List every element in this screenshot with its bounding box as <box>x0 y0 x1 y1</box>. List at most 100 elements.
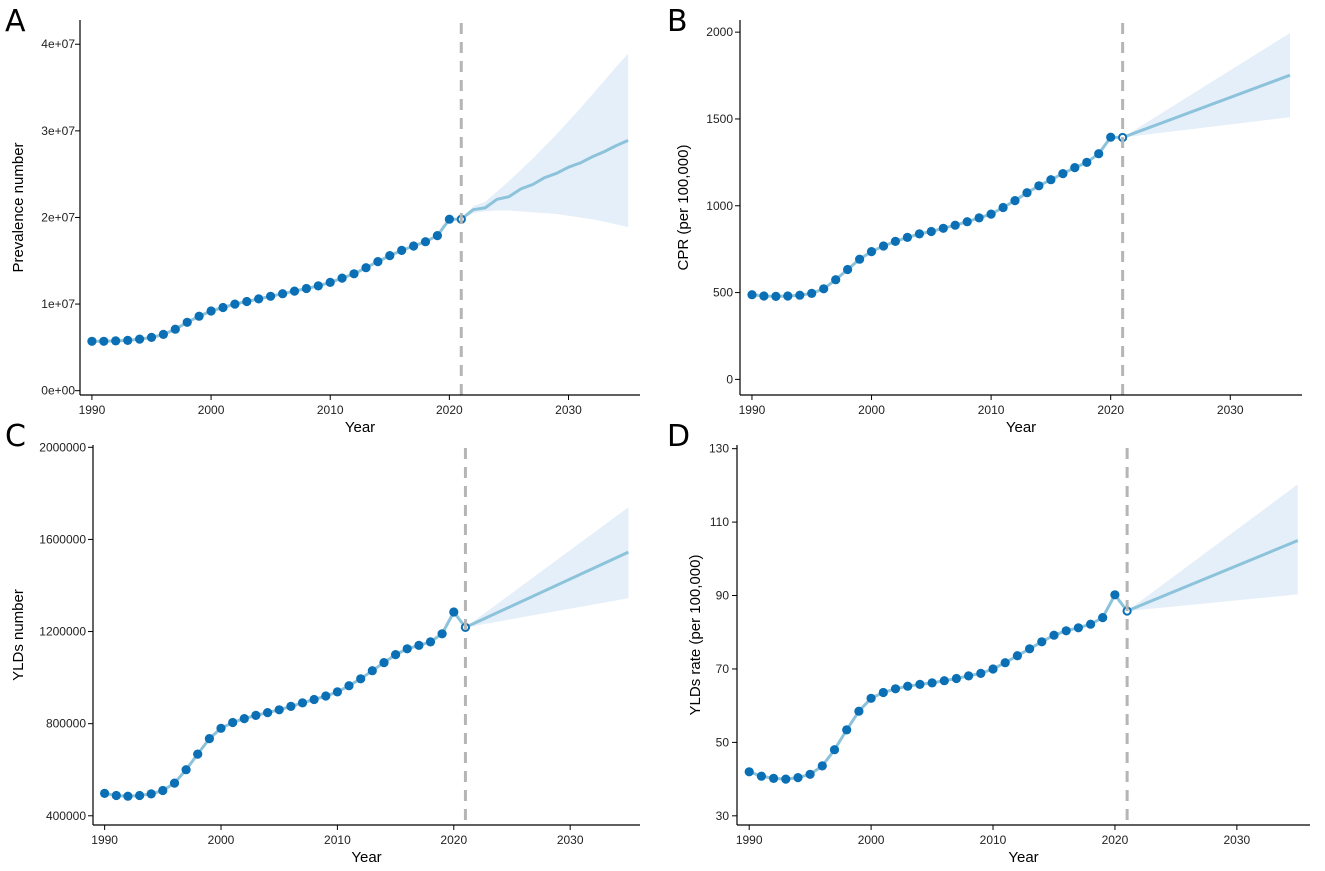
data-point-d-2017 <box>1073 623 1083 633</box>
x-tick-label-d-1990: 1990 <box>736 833 763 847</box>
y-axis-title-c: YLDs number <box>10 589 27 681</box>
data-point-a-1998 <box>182 317 192 327</box>
data-point-d-1990 <box>744 767 754 777</box>
x-tick-label-d-2000: 2000 <box>858 833 885 847</box>
panel-letter-c: C <box>5 419 26 454</box>
data-point-d-2018 <box>1086 619 1096 629</box>
x-tick-label-d-2010: 2010 <box>980 833 1007 847</box>
x-tick-label-b-2000: 2000 <box>858 403 885 417</box>
x-tick-label-b-1990: 1990 <box>739 403 766 417</box>
y-axis-title-a: Prevalence number <box>10 142 27 272</box>
x-tick-label-c-2000: 2000 <box>208 833 235 847</box>
data-point-a-1997 <box>170 324 180 334</box>
data-point-a-2020 <box>444 214 454 224</box>
data-point-d-1993 <box>781 774 791 784</box>
data-point-c-2009 <box>321 691 331 701</box>
data-point-d-2019 <box>1098 613 1108 623</box>
y-tick-label-c-1: 800000 <box>46 717 86 731</box>
data-point-a-2004 <box>254 294 264 304</box>
x-tick-label-a-1990: 1990 <box>79 403 106 417</box>
y-tick-label-d-5: 130 <box>709 442 729 456</box>
y-tick-label-d-3: 90 <box>716 589 730 603</box>
forecast-ci-band-b <box>1122 33 1290 138</box>
data-point-d-1992 <box>769 773 779 784</box>
data-point-b-2017 <box>1070 163 1080 173</box>
data-point-c-2001 <box>228 717 238 728</box>
data-point-b-2003 <box>902 232 913 242</box>
data-point-a-2002 <box>230 299 240 309</box>
x-tick-label-c-2030: 2030 <box>557 833 584 847</box>
data-point-a-2008 <box>301 283 311 294</box>
data-point-d-2001 <box>878 687 888 698</box>
forecast-ci-band-a <box>461 53 629 227</box>
data-point-c-2017 <box>414 640 424 651</box>
observed-line-c <box>104 610 467 798</box>
data-point-d-1997 <box>829 745 840 755</box>
data-point-d-2000 <box>866 693 876 703</box>
data-point-b-2012 <box>1010 196 1020 206</box>
data-point-b-1997 <box>831 275 841 285</box>
data-point-d-1991 <box>756 771 767 781</box>
data-point-b-1995 <box>807 288 817 298</box>
data-point-c-2019 <box>437 629 447 639</box>
data-point-c-1997 <box>181 765 191 775</box>
data-point-a-1995 <box>146 332 157 342</box>
data-point-a-2003 <box>242 296 252 307</box>
x-tick-label-c-2020: 2020 <box>440 833 467 847</box>
data-point-d-1998 <box>842 725 852 735</box>
panel-letter-d: D <box>667 419 690 454</box>
data-point-a-2017 <box>409 241 419 251</box>
x-tick-label-a-2030: 2030 <box>555 403 582 417</box>
y-tick-label-b-4: 2000 <box>706 25 733 39</box>
data-point-b-2020 <box>1106 132 1116 142</box>
y-tick-label-c-0: 400000 <box>46 809 86 823</box>
data-point-c-1993 <box>135 790 145 801</box>
data-point-a-2018 <box>420 237 431 247</box>
data-point-c-1996 <box>169 778 180 788</box>
y-tick-label-d-2: 70 <box>716 662 730 676</box>
observed-line-d <box>748 593 1129 781</box>
data-point-d-2008 <box>964 671 974 681</box>
forecast-ci-band-c <box>465 507 629 628</box>
data-point-d-2006 <box>939 676 949 686</box>
data-point-c-1998 <box>193 749 203 759</box>
data-point-d-2004 <box>915 679 925 690</box>
panel-d: D 1990 2000 2010 2020 2030 30 50 70 90 110 130 Year… <box>667 419 1310 866</box>
data-point-b-2013 <box>1022 188 1032 198</box>
data-point-a-1990 <box>87 336 97 346</box>
data-point-c-1994 <box>146 789 156 799</box>
y-axis-title-b: CPR (per 100,000) <box>675 145 692 271</box>
y-tick-label-d-1: 50 <box>716 735 730 749</box>
data-point-b-2016 <box>1058 169 1068 179</box>
data-point-b-1991 <box>759 291 769 301</box>
data-point-b-1996 <box>819 284 829 294</box>
panel-letter-b: B <box>667 4 688 39</box>
data-point-b-2002 <box>890 236 901 246</box>
data-point-b-2001 <box>878 241 889 251</box>
forecast-line-a <box>460 139 629 221</box>
data-point-c-2003 <box>251 710 261 721</box>
x-tick-label-a-2000: 2000 <box>198 403 225 417</box>
data-point-a-1994 <box>135 334 145 344</box>
data-point-b-2010 <box>986 209 996 219</box>
y-tick-label-a-4: 4e+07 <box>41 37 75 51</box>
data-point-c-2004 <box>263 708 273 718</box>
data-point-c-1991 <box>111 790 121 801</box>
data-point-b-2014 <box>1034 181 1044 191</box>
x-tick-label-b-2030: 2030 <box>1217 403 1244 417</box>
data-point-c-2000 <box>216 723 226 733</box>
y-tick-label-a-0: 0e+00 <box>41 384 75 398</box>
x-tick-label-a-2010: 2010 <box>317 403 344 417</box>
data-point-c-2015 <box>391 650 401 660</box>
data-point-d-1994 <box>793 773 803 783</box>
y-tick-label-c-4: 2000000 <box>39 440 86 454</box>
data-point-d-2002 <box>890 684 901 694</box>
data-point-a-2007 <box>289 286 300 296</box>
data-point-b-2009 <box>974 213 984 223</box>
forecast-line-c <box>464 550 630 629</box>
data-point-d-2007 <box>951 673 962 684</box>
data-point-d-2015 <box>1049 630 1059 640</box>
y-tick-label-c-3: 1600000 <box>39 532 86 546</box>
panel-letter-a: A <box>5 4 26 39</box>
data-point-b-1992 <box>771 291 781 301</box>
